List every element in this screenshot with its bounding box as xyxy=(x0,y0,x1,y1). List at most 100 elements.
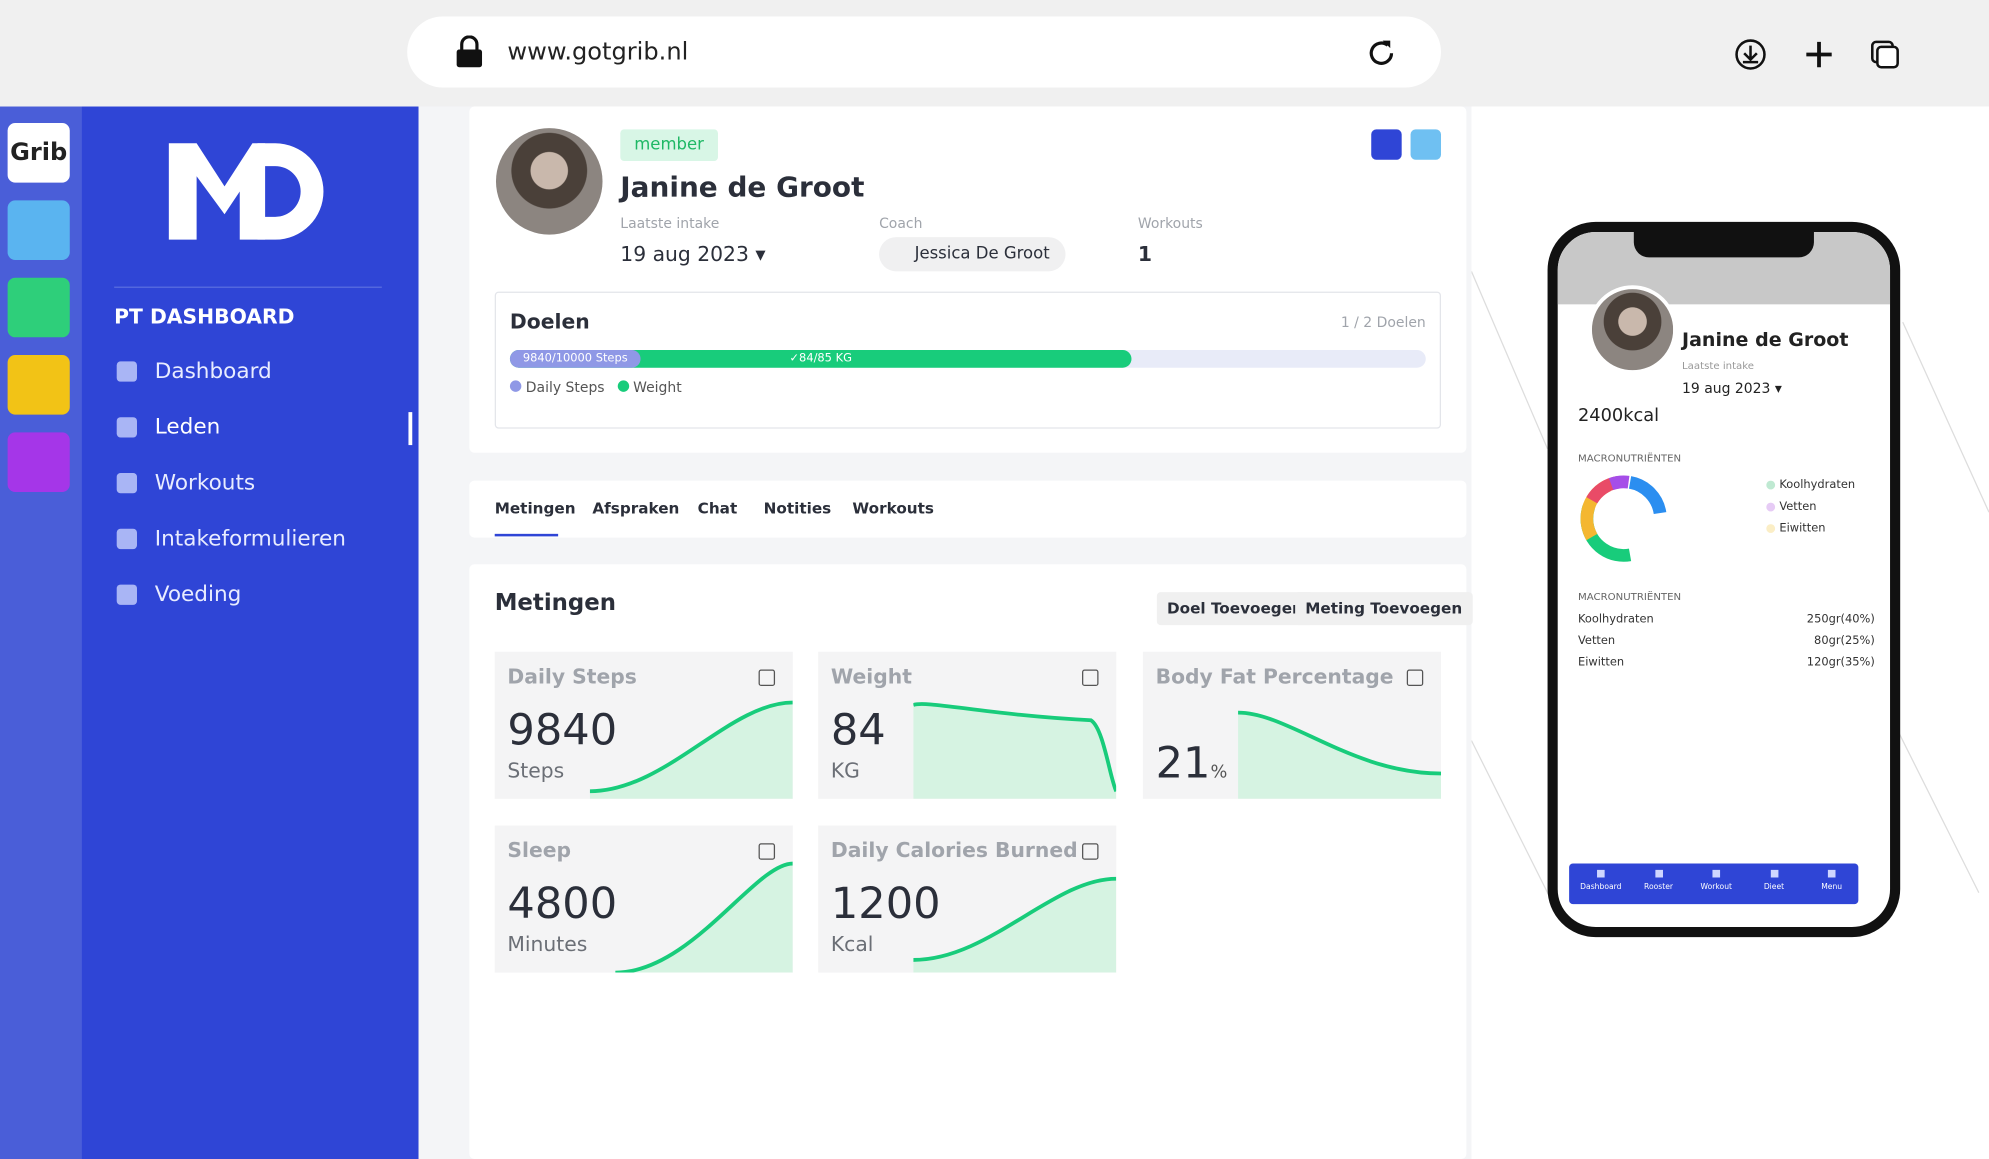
sparkline-line xyxy=(1238,710,1442,776)
goal-legend: Daily Steps Weight xyxy=(509,379,682,396)
coach-chip[interactable]: Jessica De Groot xyxy=(879,237,1065,272)
macro-legend: ● Koolhydraten xyxy=(1765,479,1856,493)
goal-label: 84/85 KG xyxy=(799,352,852,366)
active-indicator xyxy=(408,412,413,446)
sidebar xyxy=(81,106,419,1159)
metric-value: 84 xyxy=(830,705,886,756)
open-icon[interactable] xyxy=(1082,843,1099,860)
legend-label: Koolhydraten xyxy=(1779,479,1856,493)
phone-nav-item[interactable]: Workout xyxy=(1691,869,1742,891)
field-label: Laatste intake xyxy=(620,215,720,233)
phone-nav-item[interactable]: Rooster xyxy=(1633,869,1684,892)
phone: Janine de Groot Laatste intake 19 aug 20… xyxy=(1547,221,1901,938)
address-bar[interactable] xyxy=(407,16,1442,88)
metric-unit: KG xyxy=(830,758,860,783)
rail-app[interactable] xyxy=(7,355,70,415)
metric-title: Sleep xyxy=(507,838,572,863)
macro-legend: ● Eiwitten xyxy=(1765,522,1826,536)
macro-amount: 80gr(25%) xyxy=(1814,635,1875,648)
browser-actions[interactable] xyxy=(1733,37,1923,73)
nav-icon xyxy=(1654,869,1663,878)
nav-icon xyxy=(1712,869,1721,878)
add-goal-button[interactable]: Doel Toevoegen xyxy=(1156,592,1314,626)
nav-item[interactable]: Workouts xyxy=(116,470,255,496)
phone-macro-title: MACRONUTRIËNTEN xyxy=(1578,452,1682,465)
legend-label: Weight xyxy=(633,379,682,396)
legend-item: Daily Steps xyxy=(509,379,605,396)
rail-app[interactable] xyxy=(7,432,70,493)
metric-card[interactable]: Daily Calories Burned 1200 Kcal xyxy=(818,825,1117,973)
macro-amount: 250gr(40%) xyxy=(1806,613,1875,627)
action-button[interactable] xyxy=(1410,129,1442,160)
nav-icon xyxy=(1597,869,1605,878)
open-icon[interactable] xyxy=(758,669,776,687)
tab[interactable]: Notities xyxy=(763,499,832,518)
section-title: Metingen xyxy=(494,589,617,617)
tab[interactable]: Workouts xyxy=(852,499,934,518)
metric-value: 21% xyxy=(1155,738,1228,789)
nav-item[interactable]: Leden xyxy=(116,415,220,440)
sparkline xyxy=(615,861,793,973)
sparkline xyxy=(913,702,1117,799)
sparkline-area xyxy=(913,704,1117,799)
action-button[interactable] xyxy=(1371,129,1402,160)
tab[interactable]: Metingen xyxy=(494,499,576,518)
metric-unit: % xyxy=(1210,762,1228,783)
phone-name: Janine de Groot xyxy=(1682,328,1849,352)
nav-icon xyxy=(1827,869,1836,878)
legend-item: Weight xyxy=(617,379,682,396)
sparkline-line xyxy=(589,700,793,794)
sparkline-area xyxy=(913,878,1117,973)
add-measurement-button[interactable]: Meting Toevoegen xyxy=(1295,592,1473,626)
rail-app[interactable] xyxy=(7,200,70,260)
open-icon[interactable] xyxy=(1406,669,1424,687)
sparkline-line xyxy=(913,876,1117,962)
nav-item[interactable]: Intakeformulieren xyxy=(116,526,346,552)
member-name: Janine de Groot xyxy=(620,172,865,205)
avatar xyxy=(495,128,603,235)
sparkline-area xyxy=(615,863,793,973)
tabs-card xyxy=(469,480,1467,538)
tab[interactable]: Chat xyxy=(697,499,738,518)
nav-label: Dashboard xyxy=(1580,882,1622,892)
sparkline-line xyxy=(615,861,793,973)
metric-unit: Minutes xyxy=(507,932,588,957)
sparkline xyxy=(1238,710,1442,799)
metric-title: Body Fat Percentage xyxy=(1155,664,1394,689)
open-icon[interactable] xyxy=(1082,669,1099,687)
metric-unit: Kcal xyxy=(830,932,874,957)
nav-item[interactable]: Voeding xyxy=(116,582,241,607)
phone-nav-item[interactable]: Menu xyxy=(1806,869,1857,891)
phone-avatar xyxy=(1588,285,1677,375)
tab[interactable]: Afspraken xyxy=(592,499,680,518)
phone-table-title: MACRONUTRIËNTEN xyxy=(1578,590,1682,603)
phone-intake-date[interactable]: 19 aug 2023 ▾ xyxy=(1682,380,1782,397)
metric-card[interactable]: Daily Steps 9840 Steps xyxy=(494,651,793,799)
metric-card[interactable]: Sleep 4800 Minutes xyxy=(494,825,793,973)
field-value[interactable]: 19 aug 2023 ▾ xyxy=(620,242,766,267)
open-icon[interactable] xyxy=(758,843,776,860)
macro-amount: 120gr(35%) xyxy=(1806,656,1875,670)
phone-nav-item[interactable]: Dieet xyxy=(1749,869,1800,891)
reload-icon[interactable] xyxy=(1365,37,1398,70)
nav-label: Rooster xyxy=(1644,882,1674,892)
rail-logo[interactable]: Grib xyxy=(7,123,70,183)
rail-app[interactable] xyxy=(7,277,70,338)
metric-title: Weight xyxy=(830,664,912,689)
phone-kcal: 2400kcal xyxy=(1578,405,1660,427)
sparkline xyxy=(589,700,793,799)
metric-card[interactable]: Body Fat Percentage 21% xyxy=(1142,651,1442,799)
nav-item[interactable]: Dashboard xyxy=(116,359,272,384)
field-value: 1 xyxy=(1137,242,1152,267)
legend-label: Eiwitten xyxy=(1779,522,1826,536)
sparkline xyxy=(913,876,1117,973)
metric-card[interactable]: Weight 84 KG xyxy=(818,651,1117,799)
goals-count: 1 / 2 Doelen xyxy=(1340,314,1426,331)
sparkline-area xyxy=(1238,712,1442,799)
phone-nav-item[interactable]: Dashboard xyxy=(1575,869,1626,892)
metric-unit: Steps xyxy=(507,758,565,783)
metric-title: Daily Calories Burned xyxy=(830,838,1078,863)
metric-value: 9840 xyxy=(507,705,618,756)
goal-bar: ✓84/85 KG xyxy=(509,349,1132,368)
